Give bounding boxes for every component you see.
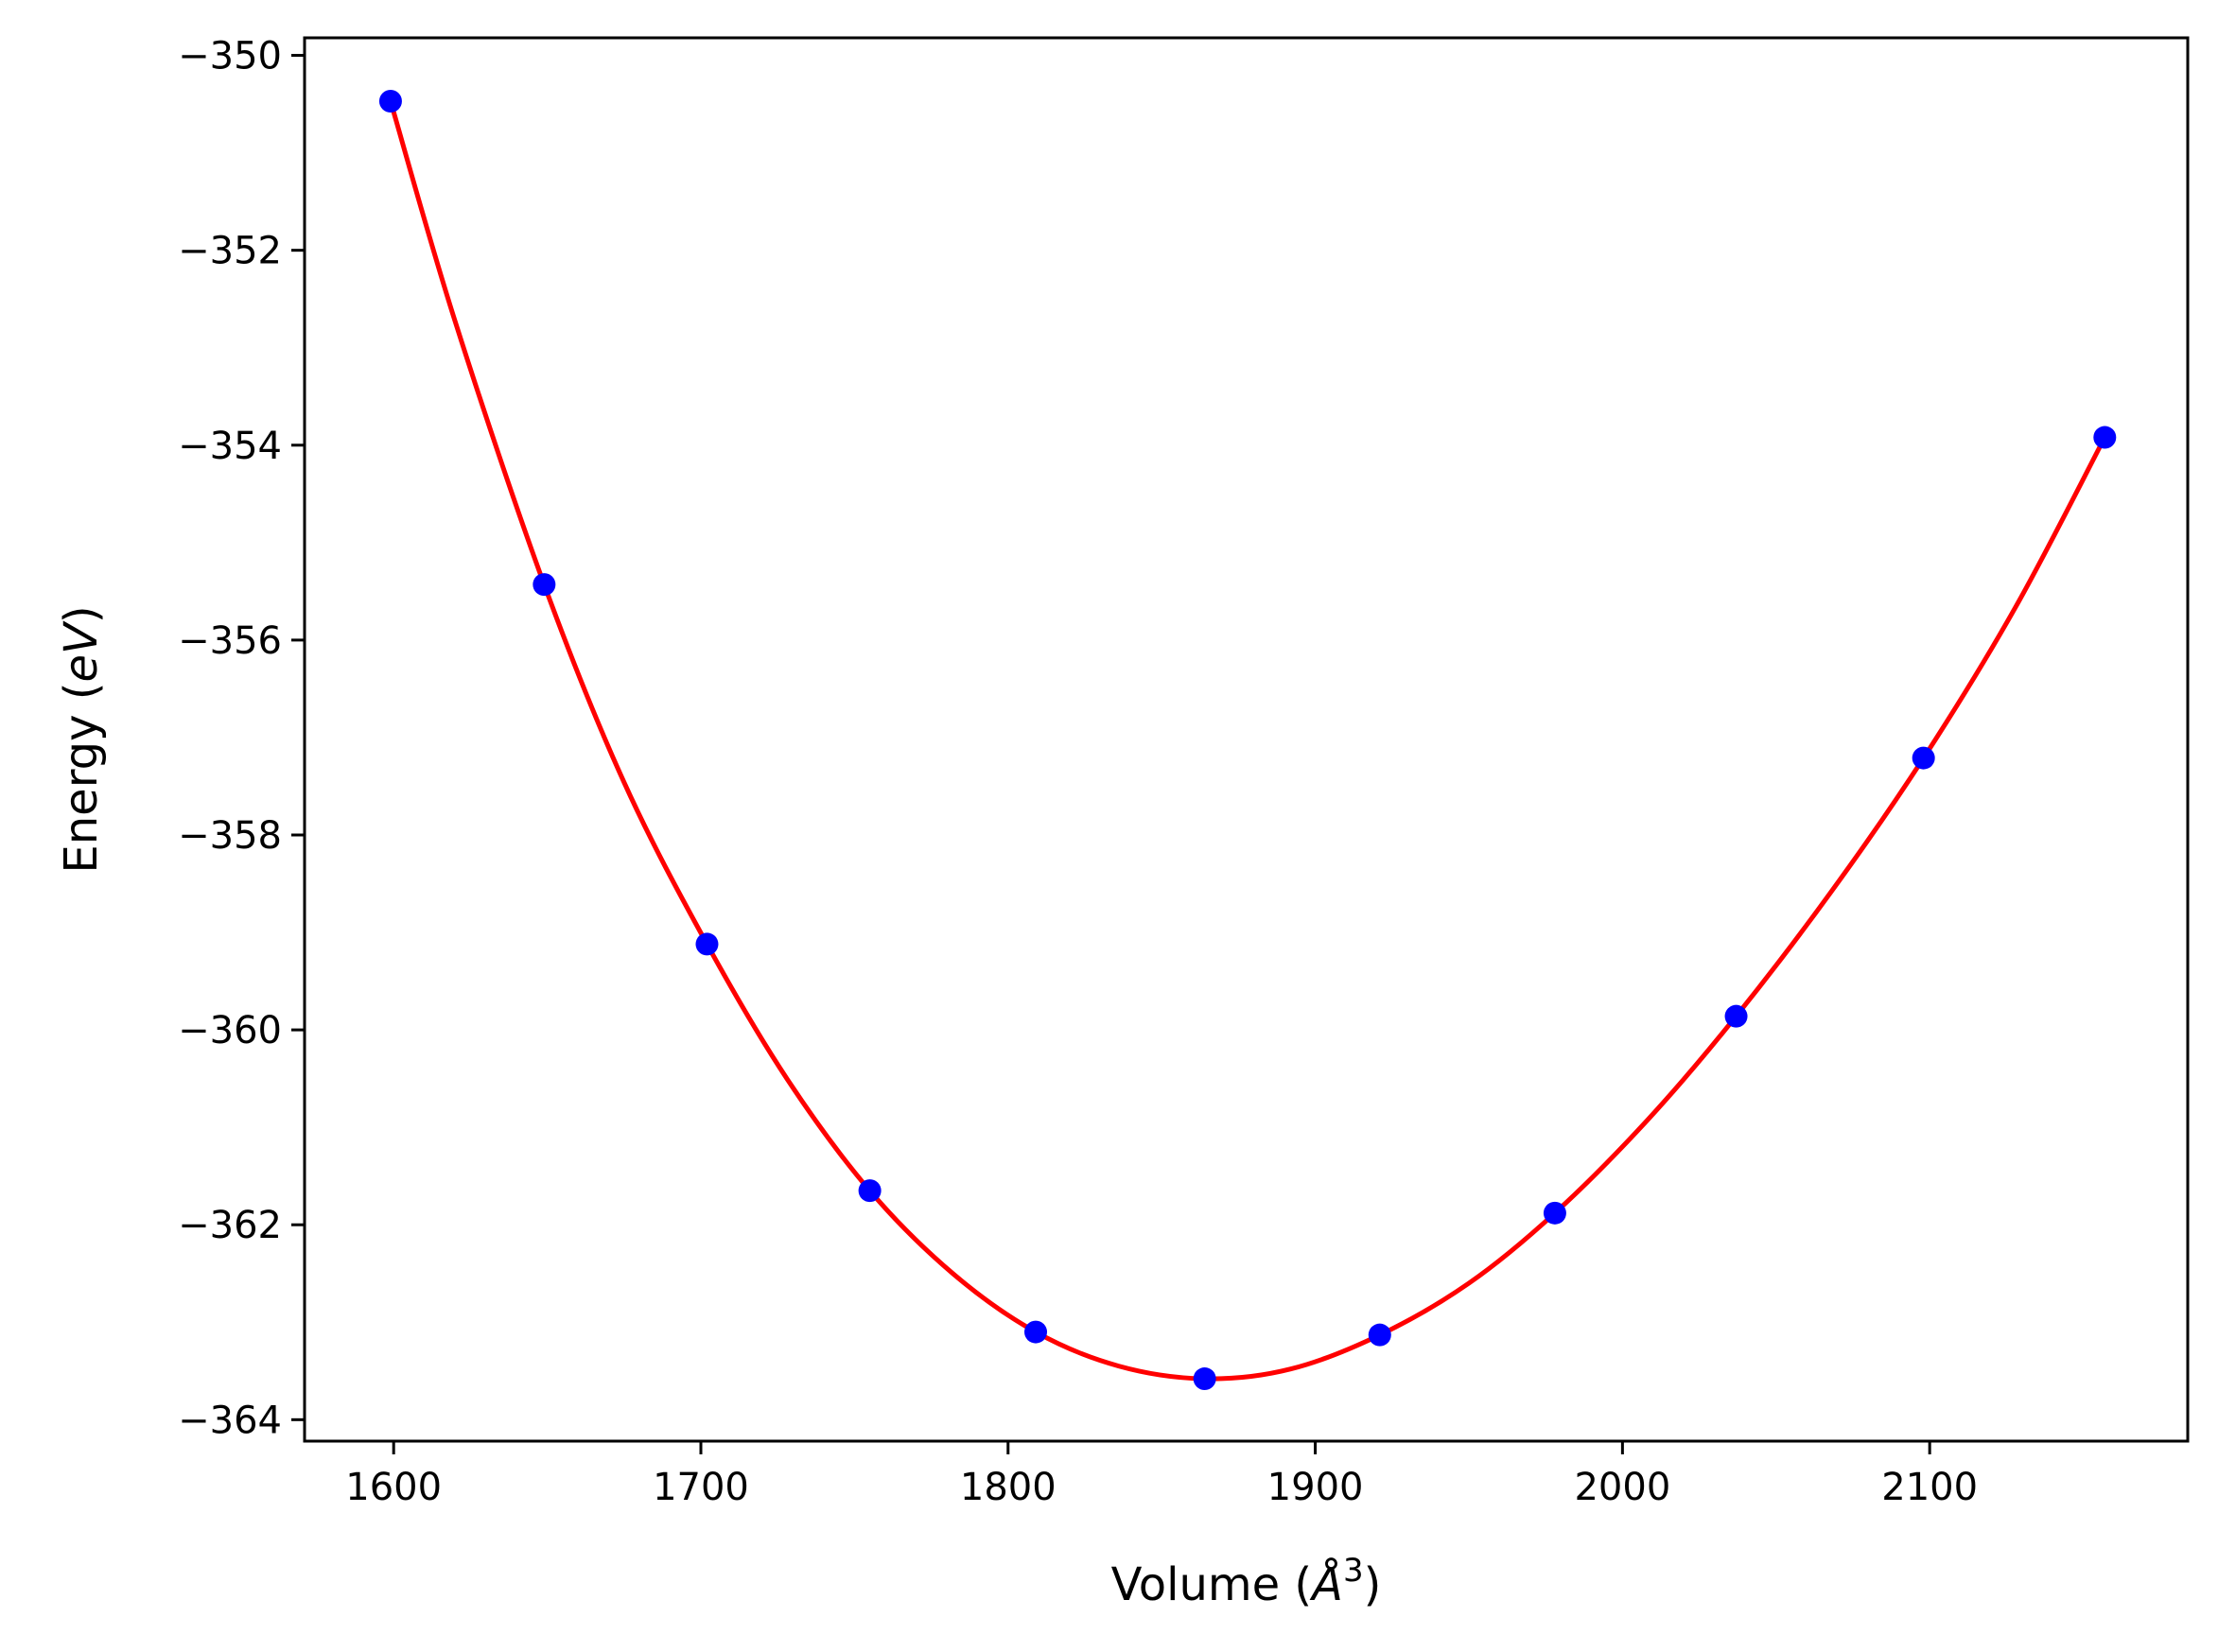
y-tick-label: −356 — [178, 619, 282, 663]
y-tick-label: −364 — [178, 1399, 282, 1442]
y-tick-label: −362 — [178, 1204, 282, 1247]
fit-curve — [388, 100, 2107, 1382]
x-axis-ticks: 1600 1700 1800 1900 2000 2100 — [345, 1441, 1978, 1509]
y-tick-label: −352 — [178, 230, 282, 273]
y-axis-label-prefix: Energy ( — [55, 683, 108, 874]
x-tick-label: 1900 — [1267, 1466, 1364, 1509]
data-point — [1368, 1323, 1391, 1347]
y-axis-ticks: −364 −362 −360 −358 −356 −354 −352 −350 — [178, 35, 305, 1442]
plot-area — [303, 36, 2190, 1443]
data-point — [2093, 426, 2117, 449]
y-tick-label: −360 — [178, 1009, 282, 1052]
x-tick-label: 2100 — [1881, 1466, 1978, 1509]
x-axis-label-unit: Å — [1309, 1557, 1343, 1611]
x-axis-label: Volume (Å3) — [1111, 1552, 1382, 1611]
y-tick-label: −350 — [178, 35, 282, 78]
data-point — [1543, 1201, 1566, 1225]
x-axis-label-suffix: ) — [1364, 1558, 1382, 1611]
x-tick-label: 2000 — [1574, 1466, 1670, 1509]
data-point — [533, 573, 556, 597]
data-point — [378, 89, 402, 113]
y-tick-label: −354 — [178, 425, 282, 468]
data-point — [1024, 1320, 1048, 1344]
data-point — [1193, 1367, 1216, 1391]
y-axis-label-unit: eV — [55, 620, 108, 683]
axes-frame — [303, 36, 2190, 1443]
x-axis-label-power: 3 — [1343, 1552, 1364, 1590]
x-tick-label: 1800 — [960, 1466, 1057, 1509]
data-point — [695, 932, 719, 956]
x-tick-label: 1700 — [653, 1466, 749, 1509]
y-axis-label-suffix: ) — [55, 605, 108, 623]
data-point — [1724, 1004, 1748, 1028]
y-axis-label: Energy (eV) — [55, 605, 108, 873]
y-tick-label: −358 — [178, 814, 282, 858]
x-axis-label-prefix: Volume ( — [1111, 1558, 1313, 1611]
data-points — [378, 89, 2117, 1391]
x-tick-label: 1600 — [345, 1466, 442, 1509]
data-point — [858, 1179, 882, 1203]
data-point — [1912, 746, 1935, 770]
